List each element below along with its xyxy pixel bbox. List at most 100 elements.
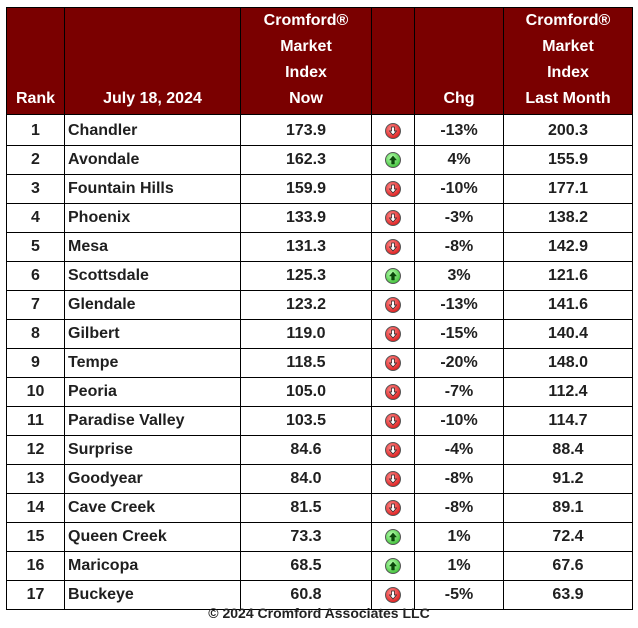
trend-cell [371,522,415,552]
city-cell: Fountain Hills [64,174,241,204]
change-cell: -13% [414,114,504,146]
date-header: July 18, 2024 [64,7,241,115]
index-now-cell: 105.0 [240,377,372,407]
arrow-down-icon [385,238,401,255]
trend-cell [371,435,415,465]
trend-cell [371,580,415,610]
arrow-down-icon [385,354,401,371]
index-now-cell: 159.9 [240,174,372,204]
rank-header: Rank [6,7,65,115]
index-last-header-line: Cromford® [525,12,611,29]
rank-cell: 1 [6,114,65,146]
index-now-cell: 131.3 [240,232,372,262]
trend-cell [371,406,415,436]
copyright-footer: © 2024 Cromford Associates LLC [208,605,430,621]
arrow-up-icon [385,528,401,545]
table-row: 10 Peoria 105.0 -7% 112.4 [6,377,633,407]
index-now-cell: 84.6 [240,435,372,465]
arrow-down-icon [385,325,401,342]
trend-cell [371,203,415,233]
table-row: 11 Paradise Valley 103.5 -10% 114.7 [6,406,633,436]
arrow-up-icon [385,557,401,574]
index-last-header-line: Market [542,38,594,55]
arrow-down-icon [385,470,401,487]
index-last-month-cell: 114.7 [503,406,633,436]
index-last-month-cell: 141.6 [503,290,633,320]
header-row: Rank July 18, 2024 Cromford® Market Inde… [6,7,633,115]
table-row: 4 Phoenix 133.9 -3% 138.2 [6,203,633,233]
index-now-cell: 68.5 [240,551,372,581]
change-cell: 3% [414,261,504,291]
rank-cell: 11 [6,406,65,436]
city-cell: Peoria [64,377,241,407]
index-last-month-cell: 177.1 [503,174,633,204]
city-cell: Gilbert [64,319,241,349]
arrow-down-icon [385,499,401,516]
chg-header: Chg [414,7,504,115]
table-row: 17 Buckeye 60.8 -5% 63.9 [6,580,633,610]
city-cell: Surprise [64,435,241,465]
change-cell: -3% [414,203,504,233]
change-cell: -15% [414,319,504,349]
arrow-down-icon [385,412,401,429]
rank-cell: 15 [6,522,65,552]
arrow-up-icon [385,151,401,168]
change-cell: 1% [414,551,504,581]
trend-cell [371,261,415,291]
table-row: 8 Gilbert 119.0 -15% 140.4 [6,319,633,349]
city-cell: Queen Creek [64,522,241,552]
rank-cell: 5 [6,232,65,262]
index-last-month-cell: 155.9 [503,145,633,175]
arrow-down-icon [385,180,401,197]
index-last-header-line: Index [547,64,589,81]
city-cell: Chandler [64,114,241,146]
change-cell: -8% [414,464,504,494]
change-cell: -5% [414,580,504,610]
city-cell: Buckeye [64,580,241,610]
trend-cell [371,377,415,407]
rank-cell: 14 [6,493,65,523]
index-last-month-cell: 148.0 [503,348,633,378]
city-cell: Goodyear [64,464,241,494]
table-row: 13 Goodyear 84.0 -8% 91.2 [6,464,633,494]
index-last-month-cell: 88.4 [503,435,633,465]
index-last-month-cell: 72.4 [503,522,633,552]
trend-header [371,7,415,115]
change-cell: -8% [414,493,504,523]
change-cell: -10% [414,406,504,436]
trend-cell [371,464,415,494]
index-now-cell: 118.5 [240,348,372,378]
index-last-month-cell: 140.4 [503,319,633,349]
city-cell: Cave Creek [64,493,241,523]
trend-cell [371,319,415,349]
table-row: 15 Queen Creek 73.3 1% 72.4 [6,522,633,552]
index-last-month-cell: 200.3 [503,114,633,146]
rank-cell: 13 [6,464,65,494]
index-now-cell: 123.2 [240,290,372,320]
market-index-table: Rank July 18, 2024 Cromford® Market Inde… [6,7,633,610]
rank-cell: 9 [6,348,65,378]
city-cell: Avondale [64,145,241,175]
table-row: 14 Cave Creek 81.5 -8% 89.1 [6,493,633,523]
city-cell: Tempe [64,348,241,378]
rank-cell: 17 [6,580,65,610]
trend-cell [371,145,415,175]
index-now-cell: 119.0 [240,319,372,349]
index-last-month-cell: 63.9 [503,580,633,610]
table-row: 7 Glendale 123.2 -13% 141.6 [6,290,633,320]
index-now-cell: 173.9 [240,114,372,146]
change-cell: -13% [414,290,504,320]
trend-cell [371,232,415,262]
table-row: 6 Scottsdale 125.3 3% 121.6 [6,261,633,291]
index-last-month-cell: 142.9 [503,232,633,262]
rank-cell: 16 [6,551,65,581]
change-cell: -7% [414,377,504,407]
table-row: 5 Mesa 131.3 -8% 142.9 [6,232,633,262]
rank-cell: 12 [6,435,65,465]
arrow-down-icon [385,441,401,458]
rank-cell: 3 [6,174,65,204]
trend-cell [371,290,415,320]
index-last-month-cell: 138.2 [503,203,633,233]
rank-cell: 6 [6,261,65,291]
arrow-up-icon [385,267,401,284]
